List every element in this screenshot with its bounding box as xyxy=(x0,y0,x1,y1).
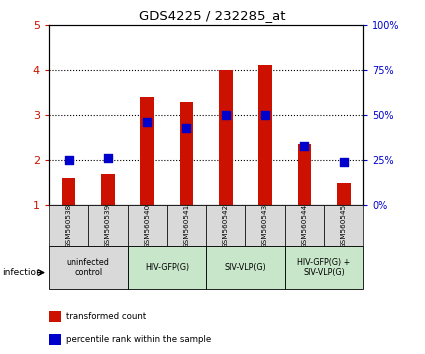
Text: GSM560541: GSM560541 xyxy=(184,204,190,248)
Text: percentile rank within the sample: percentile rank within the sample xyxy=(66,335,211,344)
Text: GSM560540: GSM560540 xyxy=(144,204,150,248)
Point xyxy=(105,155,111,161)
Bar xyxy=(219,70,232,205)
Bar xyxy=(140,97,154,205)
Bar xyxy=(49,205,88,246)
Point xyxy=(262,112,269,118)
Bar xyxy=(128,205,167,246)
Text: GSM560544: GSM560544 xyxy=(301,204,307,248)
Text: HIV-GFP(G): HIV-GFP(G) xyxy=(145,263,189,272)
Bar xyxy=(337,183,351,205)
Text: GSM560539: GSM560539 xyxy=(105,204,111,248)
Bar xyxy=(49,334,61,345)
Text: SIV-VLP(G): SIV-VLP(G) xyxy=(224,263,266,272)
Bar xyxy=(88,205,128,246)
Bar xyxy=(285,205,324,246)
Bar xyxy=(206,205,245,246)
Point xyxy=(144,119,150,125)
Text: infection: infection xyxy=(2,268,42,277)
Text: transformed count: transformed count xyxy=(66,312,147,321)
Bar xyxy=(298,144,311,205)
Text: GSM560538: GSM560538 xyxy=(65,204,71,248)
Bar xyxy=(101,174,115,205)
Bar xyxy=(167,205,206,246)
Text: GSM560545: GSM560545 xyxy=(341,204,347,248)
Text: GDS4225 / 232285_at: GDS4225 / 232285_at xyxy=(139,9,286,22)
Text: uninfected
control: uninfected control xyxy=(67,258,110,277)
Text: HIV-GFP(G) +
SIV-VLP(G): HIV-GFP(G) + SIV-VLP(G) xyxy=(298,258,351,277)
Text: GSM560543: GSM560543 xyxy=(262,204,268,248)
Bar xyxy=(258,65,272,205)
Bar xyxy=(285,246,363,289)
Point xyxy=(222,112,229,118)
Point xyxy=(65,157,72,163)
Bar xyxy=(62,178,75,205)
Text: GSM560542: GSM560542 xyxy=(223,204,229,248)
Bar xyxy=(180,102,193,205)
Bar xyxy=(49,246,128,289)
Point xyxy=(183,125,190,131)
Bar xyxy=(49,311,61,322)
Bar xyxy=(324,205,363,246)
Point xyxy=(301,143,308,149)
Point xyxy=(340,159,347,165)
Bar xyxy=(245,205,285,246)
Bar xyxy=(128,246,206,289)
Bar xyxy=(206,246,285,289)
